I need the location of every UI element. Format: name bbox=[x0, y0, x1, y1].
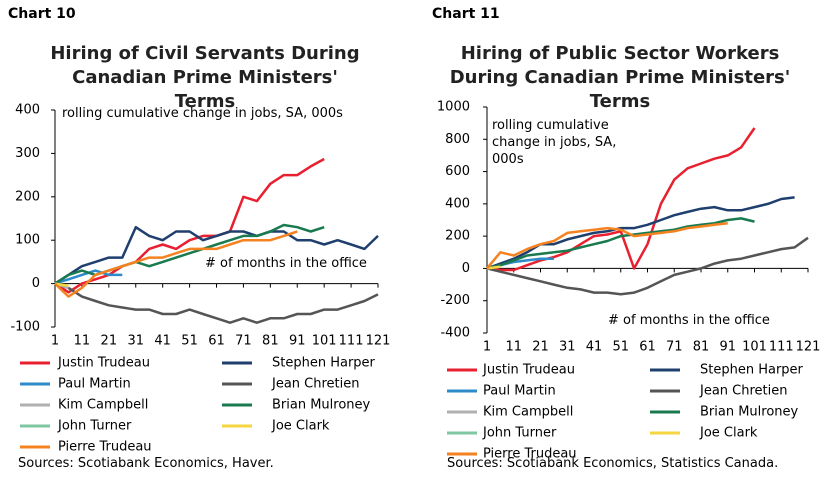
x-tick-label: 41 bbox=[586, 340, 603, 355]
series-line bbox=[54, 157, 325, 294]
legend-label: Justin Trudeau bbox=[57, 356, 150, 371]
y-tick-label: 200 bbox=[445, 229, 470, 244]
legend-label: Stephen Harper bbox=[700, 363, 804, 378]
x-tick-label: 121 bbox=[796, 340, 821, 355]
x-tick-label: 101 bbox=[742, 340, 767, 355]
series-line bbox=[486, 265, 501, 270]
y-tick-label: 800 bbox=[445, 132, 470, 147]
y-tick-label: 400 bbox=[445, 196, 470, 211]
y-tick-label: 200 bbox=[15, 189, 40, 204]
legend-label: Joe Clark bbox=[271, 419, 330, 434]
y-annotation: rolling cumulative change in jobs, SA, 0… bbox=[492, 118, 617, 167]
x-annotation: # of months in the office bbox=[608, 313, 770, 328]
chart-title: Hiring of Civil Servants During Canadian… bbox=[50, 43, 360, 112]
x-tick-label: 91 bbox=[719, 340, 736, 355]
x-annotation: # of months in the office bbox=[205, 256, 367, 271]
chart-label: Chart 10 bbox=[8, 6, 76, 22]
x-tick-label: 41 bbox=[154, 334, 171, 349]
series-line bbox=[54, 230, 298, 298]
x-tick-label: 61 bbox=[639, 340, 656, 355]
legend-label: Justin Trudeau bbox=[482, 363, 575, 378]
x-tick-label: 81 bbox=[693, 340, 710, 355]
series-line bbox=[54, 282, 379, 324]
series-line bbox=[486, 221, 728, 270]
x-tick-label: 71 bbox=[235, 334, 252, 349]
source: Sources: Scotiabank Economics, Statistic… bbox=[447, 456, 779, 471]
chart-label: Chart 11 bbox=[432, 6, 500, 22]
legend-label: Kim Campbell bbox=[483, 405, 573, 420]
x-tick-label: 21 bbox=[101, 334, 118, 349]
y-tick-label: 100 bbox=[15, 233, 40, 248]
y-tick-label: 600 bbox=[445, 164, 470, 179]
y-tick-label: 0 bbox=[32, 276, 40, 291]
x-tick-label: 91 bbox=[289, 334, 306, 349]
x-tick-label: 51 bbox=[181, 334, 198, 349]
x-tick-label: 21 bbox=[532, 340, 549, 355]
legend-label: Joe Clark bbox=[699, 426, 758, 441]
y-tick-label: -400 bbox=[440, 326, 470, 341]
x-tick-label: 111 bbox=[339, 334, 364, 349]
y-tick-label: 0 bbox=[462, 261, 470, 276]
x-tick-label: 101 bbox=[312, 334, 337, 349]
legend-label: John Turner bbox=[57, 419, 132, 434]
x-tick-label: 11 bbox=[505, 340, 522, 355]
x-tick-label: 11 bbox=[74, 334, 91, 349]
series-line bbox=[486, 236, 809, 296]
y-tick-label: 400 bbox=[15, 103, 40, 118]
x-tick-label: 71 bbox=[666, 340, 683, 355]
y-tick-label: -200 bbox=[440, 293, 470, 308]
x-tick-label: 1 bbox=[51, 334, 59, 349]
series-line bbox=[54, 225, 379, 285]
x-tick-label: 111 bbox=[769, 340, 794, 355]
x-tick-label: 121 bbox=[366, 334, 391, 349]
y-tick-label: -100 bbox=[10, 320, 40, 335]
legend-label: Paul Martin bbox=[58, 377, 131, 392]
x-tick-label: 61 bbox=[208, 334, 225, 349]
x-tick-label: 1 bbox=[483, 340, 491, 355]
chart-title: Hiring of Public Sector Workers During C… bbox=[449, 43, 791, 112]
source: Sources: Scotiabank Economics, Haver. bbox=[18, 456, 274, 471]
legend-label: John Turner bbox=[482, 426, 557, 441]
legend-label: Pierre Trudeau bbox=[483, 447, 577, 462]
legend-label: Jean Chretien bbox=[699, 384, 788, 399]
series-line bbox=[486, 127, 756, 272]
y-annotation: rolling cumulative change in jobs, SA, 0… bbox=[62, 106, 343, 121]
legend-label: Stephen Harper bbox=[272, 356, 376, 371]
y-tick-label: 300 bbox=[15, 146, 40, 161]
x-tick-label: 31 bbox=[127, 334, 144, 349]
series-line bbox=[54, 282, 69, 288]
series-line bbox=[486, 217, 755, 270]
legend-label: Brian Mulroney bbox=[272, 398, 371, 413]
x-tick-label: 31 bbox=[559, 340, 576, 355]
legend-label: Brian Mulroney bbox=[700, 405, 799, 420]
x-tick-label: 51 bbox=[612, 340, 629, 355]
legend-label: Pierre Trudeau bbox=[58, 440, 152, 455]
x-tick-label: 81 bbox=[262, 334, 279, 349]
legend-label: Jean Chretien bbox=[271, 377, 360, 392]
legend-label: Kim Campbell bbox=[58, 398, 148, 413]
legend-label: Paul Martin bbox=[483, 384, 556, 399]
y-tick-label: 1000 bbox=[437, 100, 470, 115]
